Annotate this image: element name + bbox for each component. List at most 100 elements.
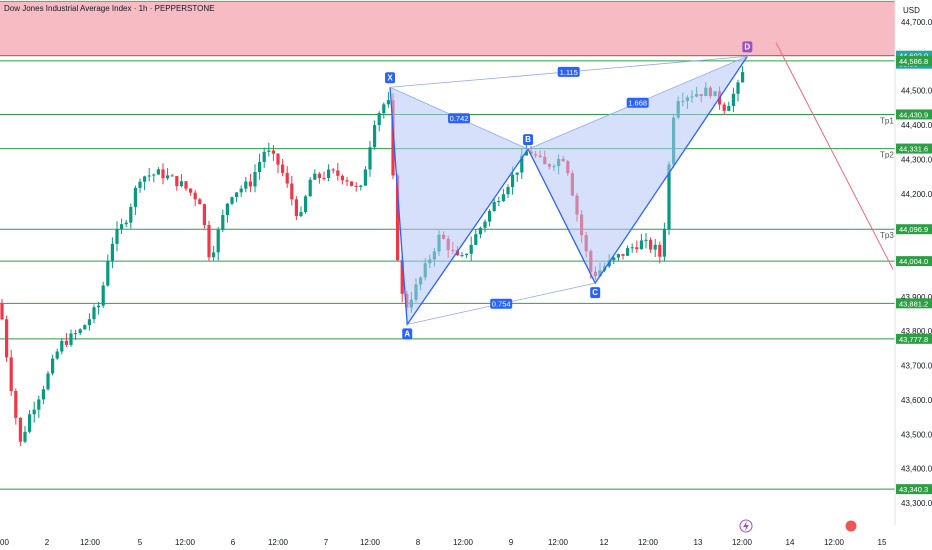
- candle-body: [391, 100, 395, 176]
- candle-body: [290, 183, 294, 200]
- candle-body: [474, 234, 478, 245]
- candle-body: [28, 414, 32, 432]
- candle-body: [5, 319, 9, 358]
- candle-body: [184, 181, 188, 189]
- candle-body: [235, 192, 239, 198]
- price-label: 44,096.9: [899, 225, 928, 234]
- pattern-point-box: [385, 72, 396, 84]
- price-tick-label: 43,400.0: [901, 465, 932, 474]
- price-tick-label: 43,800.0: [901, 327, 932, 336]
- candle-body: [304, 196, 308, 213]
- price-label: 44,586.8: [899, 57, 928, 66]
- bcd-triangle: [528, 56, 748, 284]
- time-tick-label: 12:00: [732, 538, 753, 547]
- candle-body: [193, 192, 197, 200]
- candle-body: [396, 175, 400, 261]
- time-tick-label: 8: [416, 538, 421, 547]
- candle-body: [198, 199, 202, 205]
- us-flag-event-icon: [844, 519, 858, 533]
- time-tick-label: 12:00: [638, 538, 659, 547]
- price-label-box: [896, 143, 932, 154]
- candle-body: [60, 340, 64, 352]
- time-tick-label: 2: [45, 538, 50, 547]
- candle-body: [488, 210, 492, 222]
- candle-body: [465, 253, 469, 256]
- pattern-point-label: D: [744, 42, 750, 51]
- price-tick-label: 43,500.0: [901, 430, 932, 439]
- candle-body: [653, 244, 657, 250]
- tp-label: Tp1: [880, 116, 894, 125]
- candle-body: [331, 169, 335, 171]
- candle-body: [658, 244, 662, 257]
- price-label-box: [896, 298, 932, 309]
- candle-body: [202, 204, 206, 226]
- candle-body: [741, 72, 745, 83]
- candle-body: [258, 161, 262, 173]
- price-label: 43,881.2: [899, 299, 928, 308]
- price-tick-label: 44,200.0: [901, 190, 932, 199]
- price-tick-label: 44,500.0: [901, 87, 932, 96]
- candle-body: [253, 172, 257, 187]
- candle-body: [14, 390, 18, 418]
- ratio-label-box: [448, 113, 471, 124]
- price-axis[interactable]: 44,700.0 44,500.0 44,400.0 44,300.0 44,200.0…: [894, 0, 932, 525]
- candle-body: [299, 212, 303, 216]
- ratio-label: 0.742: [450, 114, 469, 123]
- candle-body: [400, 260, 404, 294]
- tp-label: Tp2: [880, 151, 894, 160]
- candle-body: [345, 180, 349, 182]
- candle-body: [267, 150, 271, 152]
- candle-body: [727, 105, 731, 111]
- candle-body: [212, 252, 216, 258]
- ratio-label: 0.754: [492, 300, 511, 309]
- candle-body: [363, 169, 367, 186]
- candle-body: [612, 257, 616, 261]
- tp-label: Tp3: [880, 231, 894, 240]
- candle-body: [722, 104, 726, 111]
- pattern-point-label: A: [404, 329, 410, 338]
- candle-body: [179, 181, 183, 187]
- candle-body: [313, 173, 317, 180]
- price-tick-label: 43,900.0: [901, 293, 932, 302]
- price-tick-label: 43,600.0: [901, 396, 932, 405]
- candle-body: [106, 260, 110, 286]
- price-tick-label: 43,700.0: [901, 362, 932, 371]
- candle-body: [736, 82, 740, 94]
- candle-body: [83, 325, 87, 330]
- candle-body: [124, 222, 128, 225]
- candle-body: [101, 285, 105, 306]
- chart-title: Dow Jones Industrial Average Index · 1h …: [4, 4, 214, 13]
- time-tick-label: 12:00: [175, 538, 196, 547]
- candle-body: [667, 164, 671, 230]
- candle-body: [110, 243, 114, 261]
- candle-body: [51, 358, 55, 374]
- candle-body: [373, 125, 377, 148]
- candle-body: [156, 169, 160, 175]
- candle-body: [239, 188, 243, 193]
- candle-body: [133, 187, 137, 207]
- price-label: 44,430.9: [899, 110, 928, 119]
- candle-body: [294, 199, 298, 216]
- candle-body: [143, 176, 147, 182]
- candle-body: [524, 151, 528, 156]
- candle-body: [281, 164, 285, 173]
- projection-layer: [775, 42, 894, 270]
- time-tick-label: 13: [694, 538, 703, 547]
- time-tick-label: 6: [231, 538, 236, 547]
- time-tick-label: 9: [509, 538, 514, 547]
- candle-body: [147, 175, 151, 177]
- candle-body: [69, 333, 73, 345]
- candle-body: [635, 247, 639, 250]
- candle-body: [0, 303, 4, 320]
- price-tick-label: 44,400.0: [901, 121, 932, 130]
- candle-body: [161, 169, 165, 179]
- candle-body: [501, 194, 505, 201]
- time-axis[interactable]: 00 2 12:00 5 12:00 6 12:00 7 12:00 8 12:00 9 12:00 12…: [0, 519, 887, 547]
- candle-body: [377, 113, 381, 126]
- time-tick-label: 12:00: [360, 538, 381, 547]
- candle-body: [336, 170, 340, 176]
- price-tick-label: 44,700.0: [901, 18, 932, 27]
- candle-body: [18, 417, 22, 442]
- price-label: 44,004.0: [899, 257, 928, 266]
